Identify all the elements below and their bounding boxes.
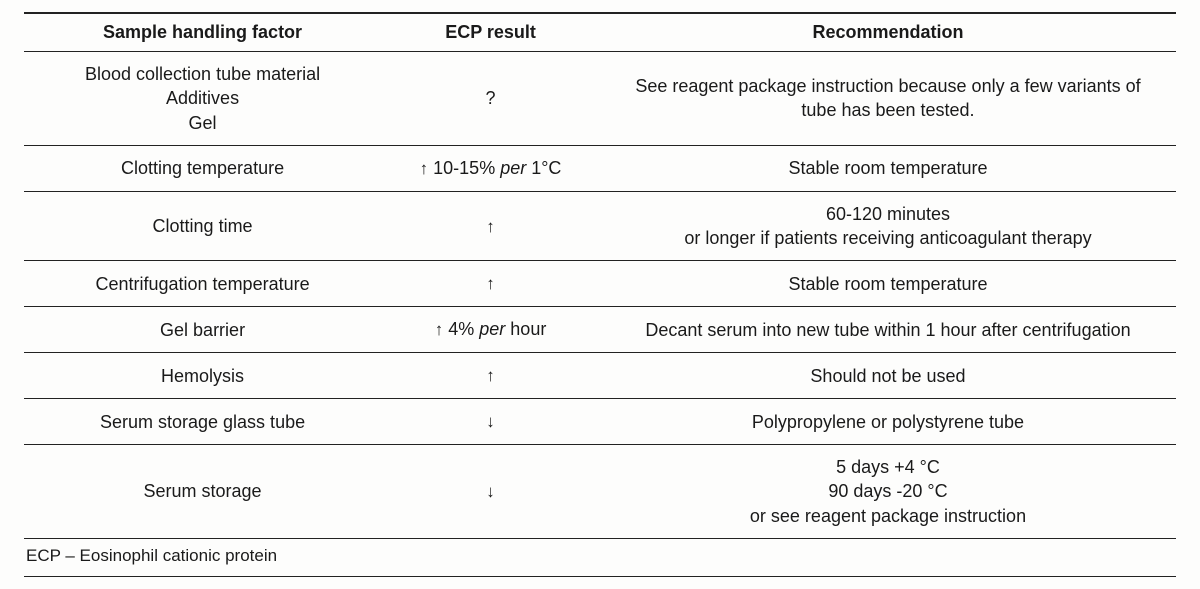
table-row: Serum storage↓5 days +4 °C90 days -20 °C… (24, 445, 1176, 539)
ecp-cell: ↑ 10-15% per 1°C (381, 145, 600, 191)
recommendation-cell: Decant serum into new tube within 1 hour… (600, 307, 1176, 353)
footnote-row: ECP – Eosinophil cationic protein (24, 539, 1176, 577)
recommendation-cell: 60-120 minutesor longer if patients rece… (600, 191, 1176, 261)
recommendation-line: or see reagent package instruction (610, 504, 1166, 528)
factor-line: Blood collection tube material (34, 62, 371, 86)
factor-cell: Blood collection tube materialAdditivesG… (24, 52, 381, 146)
header-row: Sample handling factor ECP result Recomm… (24, 13, 1176, 52)
recommendation-cell: See reagent package instruction because … (600, 52, 1176, 146)
recommendation-line: See reagent package instruction because … (610, 74, 1166, 98)
factor-cell: Centrifugation temperature (24, 261, 381, 307)
recommendation-cell: Stable room temperature (600, 261, 1176, 307)
table-row: Centrifugation temperature↑Stable room t… (24, 261, 1176, 307)
factor-line: Additives (34, 86, 371, 110)
recommendation-line: 5 days +4 °C (610, 455, 1166, 479)
table-row: Gel barrier↑ 4% per hourDecant serum int… (24, 307, 1176, 353)
table-row: Clotting time↑60-120 minutesor longer if… (24, 191, 1176, 261)
footnote-text: ECP – Eosinophil cationic protein (24, 539, 1176, 577)
table-row: Serum storage glass tube↓Polypropylene o… (24, 399, 1176, 445)
header-ecp: ECP result (381, 13, 600, 52)
recommendation-cell: Polypropylene or polystyrene tube (600, 399, 1176, 445)
recommendation-line: 90 days -20 °C (610, 479, 1166, 503)
table-row: Hemolysis↑Should not be used (24, 353, 1176, 399)
recommendation-cell: Should not be used (600, 353, 1176, 399)
factor-cell: Hemolysis (24, 353, 381, 399)
header-recommendation: Recommendation (600, 13, 1176, 52)
factor-cell: Gel barrier (24, 307, 381, 353)
recommendation-cell: Stable room temperature (600, 145, 1176, 191)
ecp-cell: ↑ 4% per hour (381, 307, 600, 353)
recommendation-line: tube has been tested. (610, 98, 1166, 122)
ecp-cell: ↓ (381, 445, 600, 539)
ecp-cell: ↑ (381, 353, 600, 399)
table-row: Clotting temperature↑ 10-15% per 1°CStab… (24, 145, 1176, 191)
factor-line: Gel (34, 111, 371, 135)
ecp-cell: ↑ (381, 261, 600, 307)
factor-cell: Clotting time (24, 191, 381, 261)
recommendation-line: or longer if patients receiving anticoag… (610, 226, 1166, 250)
ecp-cell: ? (381, 52, 600, 146)
table-row: Blood collection tube materialAdditivesG… (24, 52, 1176, 146)
recommendation-line: 60-120 minutes (610, 202, 1166, 226)
factor-cell: Serum storage (24, 445, 381, 539)
ecp-table: Sample handling factor ECP result Recomm… (24, 12, 1176, 577)
recommendation-cell: 5 days +4 °C90 days -20 °Cor see reagent… (600, 445, 1176, 539)
factor-cell: Serum storage glass tube (24, 399, 381, 445)
factor-cell: Clotting temperature (24, 145, 381, 191)
header-factor: Sample handling factor (24, 13, 381, 52)
ecp-cell: ↓ (381, 399, 600, 445)
ecp-cell: ↑ (381, 191, 600, 261)
